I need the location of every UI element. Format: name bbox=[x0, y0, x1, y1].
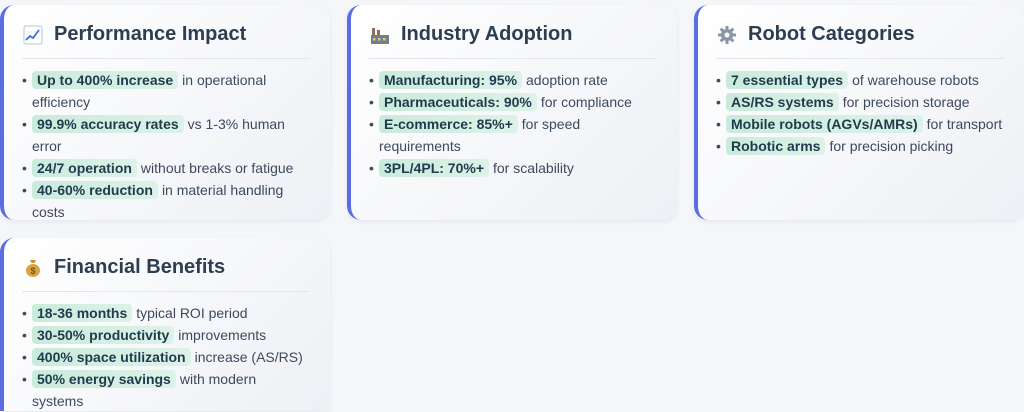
highlight: Pharmaceuticals: 90% bbox=[379, 93, 537, 111]
item-text: of warehouse robots bbox=[852, 72, 979, 88]
card-performance-impact: Performance Impact Up to 400% increasein… bbox=[0, 5, 330, 220]
card-list: Manufacturing: 95%adoption rate Pharmace… bbox=[369, 69, 657, 179]
list-item: Pharmaceuticals: 90%for compliance bbox=[369, 91, 657, 113]
card-industry-adoption: Industry Adoption Manufacturing: 95%adop… bbox=[347, 5, 677, 220]
item-text: vs 1-3% human error bbox=[32, 116, 285, 154]
item-text: in operational efficiency bbox=[32, 72, 267, 110]
item-text: adoption rate bbox=[526, 72, 608, 88]
card-title: Industry Adoption bbox=[401, 23, 573, 45]
card-financial-benefits: $ Financial Benefits 18-36 monthstypical… bbox=[0, 238, 330, 411]
item-text: typical ROI period bbox=[136, 305, 248, 321]
highlight: E-commerce: 85%+ bbox=[379, 115, 518, 133]
highlight: Robotic arms bbox=[726, 137, 826, 155]
card-header: Robot Categories bbox=[716, 23, 1004, 59]
item-text: for compliance bbox=[540, 94, 632, 110]
list-item: E-commerce: 85%+for speed requirements bbox=[369, 113, 657, 157]
highlight: Manufacturing: 95% bbox=[379, 71, 523, 89]
list-item: Mobile robots (AGVs/AMRs)for transport bbox=[716, 113, 1004, 135]
highlight: 400% space utilization bbox=[32, 348, 191, 366]
card-header: Industry Adoption bbox=[369, 23, 657, 59]
item-text: without breaks or fatigue bbox=[140, 160, 294, 176]
item-text: with modern systems bbox=[32, 371, 257, 409]
highlight: AS/RS systems bbox=[726, 93, 839, 111]
list-item: 3PL/4PL: 70%+for scalability bbox=[369, 157, 657, 179]
highlight: 24/7 operation bbox=[32, 159, 137, 177]
factory-icon bbox=[369, 24, 391, 46]
item-text: increase (AS/RS) bbox=[194, 349, 303, 365]
svg-text:$: $ bbox=[30, 266, 35, 276]
item-text: in material handling costs bbox=[32, 182, 284, 220]
card-title: Financial Benefits bbox=[54, 256, 226, 278]
card-title: Robot Categories bbox=[748, 23, 915, 45]
card-header: Performance Impact bbox=[22, 23, 310, 59]
chart-icon bbox=[22, 24, 44, 46]
item-text: for precision storage bbox=[842, 94, 970, 110]
gear-icon bbox=[716, 24, 738, 46]
highlight: Up to 400% increase bbox=[32, 71, 179, 89]
item-text: for scalability bbox=[493, 160, 574, 176]
card-header: $ Financial Benefits bbox=[22, 256, 310, 292]
highlight: 99.9% accuracy rates bbox=[32, 115, 184, 133]
item-text: for speed requirements bbox=[379, 116, 581, 154]
card-title: Performance Impact bbox=[54, 23, 247, 45]
item-text: for transport bbox=[926, 116, 1003, 132]
highlight: 40-60% reduction bbox=[32, 181, 158, 199]
highlight: Mobile robots (AGVs/AMRs) bbox=[726, 115, 923, 133]
highlight: 30-50% productivity bbox=[32, 326, 175, 344]
money-bag-icon: $ bbox=[22, 257, 44, 279]
highlight: 7 essential types bbox=[726, 71, 849, 89]
item-text: for precision picking bbox=[829, 138, 954, 154]
highlight: 3PL/4PL: 70%+ bbox=[379, 159, 489, 177]
highlight: 50% energy savings bbox=[32, 370, 176, 388]
list-item: Manufacturing: 95%adoption rate bbox=[369, 69, 657, 91]
highlight: 18-36 months bbox=[32, 304, 133, 322]
item-text: improvements bbox=[178, 327, 267, 343]
